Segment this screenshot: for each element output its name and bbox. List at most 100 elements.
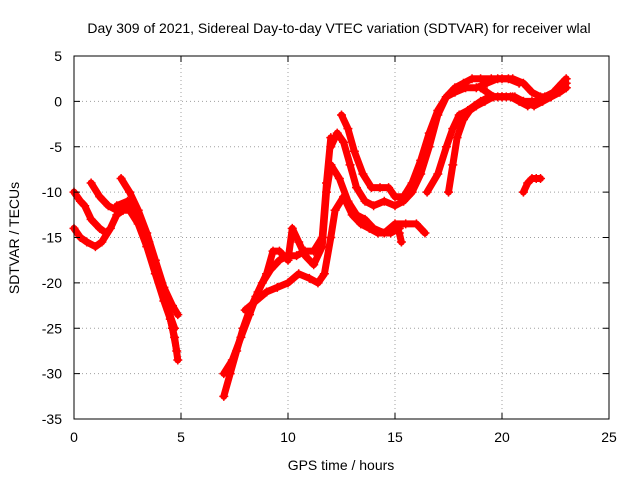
data-point-marker bbox=[75, 196, 85, 206]
data-point-marker bbox=[112, 201, 122, 211]
data-point-marker bbox=[458, 115, 468, 125]
series-track-11 bbox=[326, 160, 430, 238]
series-track bbox=[477, 75, 570, 110]
chart-title: Day 309 of 2021, Sidereal Day-to-day VTE… bbox=[87, 20, 590, 36]
data-point-marker bbox=[219, 369, 229, 379]
data-point-marker bbox=[506, 92, 516, 102]
data-point-marker bbox=[123, 196, 132, 206]
data-point-marker bbox=[379, 196, 389, 206]
data-point-marker bbox=[152, 269, 162, 279]
data-point-marker bbox=[251, 296, 261, 306]
data-point-marker bbox=[476, 74, 486, 84]
data-point-marker bbox=[287, 223, 297, 233]
data-point-marker bbox=[292, 251, 302, 261]
data-point-marker bbox=[444, 187, 453, 197]
data-point-marker bbox=[343, 124, 353, 134]
data-point-marker bbox=[379, 228, 389, 238]
data-point-marker bbox=[422, 187, 432, 197]
x-axis-label: GPS time / hours bbox=[288, 457, 395, 473]
data-point-marker bbox=[337, 110, 346, 120]
data-point-marker bbox=[401, 219, 411, 229]
data-point-marker bbox=[488, 92, 498, 102]
data-point-marker bbox=[283, 278, 293, 288]
data-point-marker bbox=[390, 201, 400, 211]
data-point-marker bbox=[274, 255, 284, 265]
data-point-marker bbox=[133, 210, 143, 220]
data-point-marker bbox=[326, 233, 336, 242]
data-point-marker bbox=[540, 92, 550, 102]
data-point-marker bbox=[407, 178, 417, 188]
data-point-marker bbox=[219, 391, 229, 401]
data-point-marker bbox=[482, 87, 492, 97]
data-point-marker bbox=[80, 201, 90, 211]
y-tick-label: -15 bbox=[42, 230, 62, 246]
data-point-marker bbox=[272, 282, 282, 292]
data-point-marker bbox=[309, 260, 319, 270]
data-point-marker bbox=[103, 201, 113, 211]
data-point-marker bbox=[227, 355, 237, 365]
data-point-marker bbox=[351, 183, 361, 193]
x-tick-label: 15 bbox=[387, 429, 403, 445]
series-track bbox=[327, 161, 429, 237]
data-point-marker bbox=[454, 110, 464, 120]
data-point-marker bbox=[503, 74, 513, 84]
data-point-marker bbox=[304, 273, 314, 283]
data-point-marker bbox=[518, 187, 528, 197]
x-tick-label: 20 bbox=[494, 429, 510, 445]
data-point-marker bbox=[482, 78, 492, 88]
data-point-marker bbox=[448, 124, 458, 134]
data-point-marker bbox=[441, 142, 451, 152]
data-point-marker bbox=[125, 187, 135, 197]
data-point-marker bbox=[548, 87, 558, 97]
data-point-marker bbox=[294, 269, 304, 279]
data-point-marker bbox=[173, 310, 183, 320]
data-point-marker bbox=[97, 237, 107, 247]
x-tick-label: 5 bbox=[177, 429, 185, 445]
data-point-marker bbox=[375, 183, 385, 193]
data-point-marker bbox=[262, 287, 272, 297]
y-tick-label: -20 bbox=[42, 275, 62, 291]
data-point-marker bbox=[394, 228, 404, 238]
data-point-marker bbox=[471, 101, 481, 111]
y-tick-label: 0 bbox=[54, 93, 62, 109]
data-point-marker bbox=[105, 223, 115, 233]
data-point-marker bbox=[144, 237, 154, 247]
data-point-marker bbox=[95, 223, 105, 233]
data-point-marker bbox=[561, 83, 571, 93]
data-point-marker bbox=[416, 155, 426, 165]
data-point-marker bbox=[322, 187, 332, 197]
y-tick-label: -30 bbox=[42, 366, 62, 382]
y-axis-label: SDTVAR / TECUs bbox=[6, 182, 22, 294]
x-tick-label: 25 bbox=[601, 429, 617, 445]
series-track-7 bbox=[219, 160, 336, 379]
data-point-marker bbox=[369, 201, 379, 211]
data-point-marker bbox=[173, 355, 183, 365]
grid-layer bbox=[74, 56, 609, 419]
data-point-marker bbox=[420, 228, 430, 238]
series-track bbox=[220, 161, 335, 378]
data-point-marker bbox=[514, 96, 524, 106]
data-point-marker bbox=[527, 87, 537, 97]
data-point-marker bbox=[424, 128, 434, 138]
data-layer bbox=[69, 74, 571, 401]
data-point-marker bbox=[441, 92, 451, 102]
data-point-marker bbox=[274, 246, 284, 256]
data-point-marker bbox=[343, 196, 353, 206]
data-point-marker bbox=[313, 278, 323, 288]
data-point-marker bbox=[326, 142, 336, 152]
data-point-marker bbox=[330, 205, 340, 215]
data-point-marker bbox=[172, 346, 182, 356]
y-tick-label: -35 bbox=[42, 411, 62, 427]
data-point-marker bbox=[536, 174, 546, 184]
data-point-marker bbox=[493, 74, 503, 84]
data-point-marker bbox=[514, 78, 524, 88]
data-point-marker bbox=[349, 146, 359, 156]
data-point-marker bbox=[334, 174, 344, 184]
data-point-marker bbox=[358, 169, 368, 179]
data-point-marker bbox=[86, 178, 96, 188]
data-point-marker bbox=[167, 323, 177, 333]
data-point-marker bbox=[452, 133, 462, 143]
data-point-marker bbox=[116, 174, 126, 184]
data-point-marker bbox=[240, 305, 250, 315]
